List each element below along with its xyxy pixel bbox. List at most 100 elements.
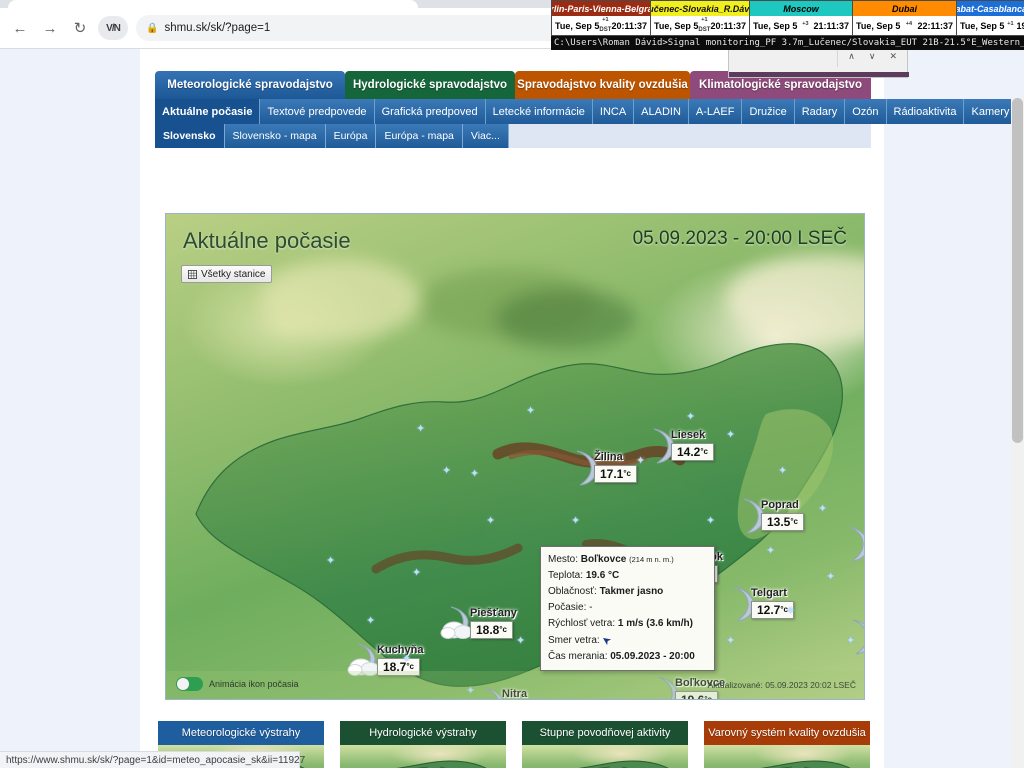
snowflake-icon: ✦	[486, 515, 496, 527]
tooltip-weather-value: -	[589, 602, 593, 613]
nav-level3-filler	[508, 124, 871, 148]
all-stations-button[interactable]: Všetky stanice	[181, 265, 273, 283]
profile-avatar[interactable]: V/N	[98, 16, 128, 40]
browser-tabstrip	[0, 0, 1024, 8]
minimize-icon[interactable]: ∧	[848, 51, 855, 61]
map-footer: Animácia ikon počasia Aktualizované: 05.…	[166, 671, 864, 699]
card-title[interactable]: Varovný systém kvality ovzdušia	[704, 721, 870, 745]
cloud-icon	[440, 603, 480, 643]
tab-kamery[interactable]: Kamery	[964, 99, 1018, 124]
station-temperature: 19.6°c	[675, 691, 719, 699]
station-temperature: 12.7°c	[751, 601, 795, 619]
all-stations-label: Všetky stanice	[201, 268, 266, 280]
snowflake-icon: ✦	[766, 545, 776, 557]
clock-day: Tue, Sep 5	[753, 20, 798, 31]
tooltip-wind-speed-value: 1 m/s (3.6 km/h)	[617, 618, 693, 629]
animation-label: Animácia ikon počasia	[209, 679, 299, 689]
forward-arrow-icon[interactable]: →	[42, 19, 58, 37]
tab-viac[interactable]: Viac...	[462, 124, 509, 148]
page-scrollbar[interactable]	[1011, 98, 1024, 768]
card-thumbnail-map[interactable]	[340, 745, 506, 768]
tooltip-time-label: Čas merania:	[548, 651, 608, 662]
snowflake-icon: ✦	[636, 455, 646, 467]
tab-druzice[interactable]: Družice	[742, 99, 795, 124]
snowflake-icon: ✦	[571, 515, 581, 527]
station-name: Nitra	[502, 688, 528, 700]
tooltip-temp-value: 19.6 °C	[585, 570, 620, 581]
tab-radary[interactable]: Radary	[794, 99, 846, 124]
tab-graficka-predpoved[interactable]: Grafická predpoved	[374, 99, 486, 124]
tab-spravodajstvo-kvality-ovzdusia[interactable]: Spravodajstvo kvality ovzdušia	[515, 71, 690, 99]
tab-letecke-informacie[interactable]: Letecké informácie	[485, 99, 593, 124]
clock-1[interactable]: Lučenec-Slovakia_R.DávidTue, Sep 5+1DST2…	[650, 0, 750, 36]
page-viewport: Meteorologické spravodajstvo Hydrologick…	[0, 49, 1024, 768]
station-temperature: 18.7°c	[377, 658, 421, 676]
tooltip-city-altitude: (214 m n. m.)	[629, 555, 674, 564]
snowflake-icon: ✦	[516, 635, 526, 647]
clock-day: Tue, Sep 5	[960, 20, 1005, 31]
tab-radioaktivita[interactable]: Rádioaktivita	[886, 99, 965, 124]
tooltip-cloud-value: Takmer jasno	[599, 586, 664, 597]
clock-3[interactable]: Dubai Tue, Sep 5 +4 22:11:37	[852, 0, 957, 36]
tooltip-row-measure-time: Čas merania: 05.09.2023 - 20:00	[548, 649, 707, 665]
card-stupne-povodnovej-aktivity[interactable]: Stupne povodňovej aktivity	[522, 721, 688, 768]
site-navigation: Meteorologické spravodajstvo Hydrologick…	[155, 71, 1024, 148]
clock-4[interactable]: Rabat-Casablanca-LondonTue, Sep 5+119:11…	[956, 0, 1024, 36]
card-title[interactable]: Meteorologické výstrahy	[158, 721, 324, 745]
station-name: Telgart	[751, 587, 787, 599]
tab-textove-predpovede[interactable]: Textové predpovede	[260, 99, 375, 124]
tooltip-city-value: Boľkovce	[580, 554, 627, 565]
snowflake-icon: ✦	[366, 615, 376, 627]
tooltip-city-label: Mesto:	[548, 554, 579, 565]
terminal-window[interactable]: C:\Users\Roman Dávid>Signal monitoring_P…	[551, 36, 1024, 50]
card-title[interactable]: Hydrologické výstrahy	[340, 721, 506, 745]
clock-time: 20:11:37	[611, 20, 647, 31]
snowflake-icon: ✦	[826, 571, 836, 583]
thumb-slovakia-icon	[578, 760, 669, 768]
wind-direction-arrow-icon: ➤	[599, 632, 615, 648]
browser-tab-active[interactable]	[8, 0, 418, 8]
tab-slovensko[interactable]: Slovensko	[155, 124, 225, 148]
card-title[interactable]: Stupne povodňovej aktivity	[522, 721, 688, 745]
card-thumbnail-map[interactable]	[522, 745, 688, 768]
station-name: Liesek	[671, 429, 706, 441]
tab-europa[interactable]: Európa	[325, 124, 377, 148]
tooltip-row-weather: Počasie: -	[548, 600, 707, 616]
clock-offset: +1 DST	[698, 17, 711, 33]
world-clock-widget: Berlin-Paris-Vienna-BelgradeTue, Sep 5+1…	[551, 0, 1024, 36]
background-window[interactable]: ∧ ∨ ✕	[728, 50, 909, 78]
tab-aladin[interactable]: ALADIN	[634, 99, 689, 124]
tab-meteorologicke-spravodajstvo[interactable]: Meteorologické spravodajstvo	[155, 71, 345, 99]
clock-time-row: Tue, Sep 5 +4 22:11:37	[853, 16, 956, 35]
station-name: Poprad	[761, 499, 799, 511]
tab-slovensko-mapa[interactable]: Slovensko - mapa	[224, 124, 326, 148]
moon-icon	[731, 495, 771, 535]
clock-day: Tue, Sep 5	[555, 20, 600, 31]
maximize-icon[interactable]: ∨	[868, 51, 876, 61]
clock-offset: +1	[1007, 20, 1014, 27]
clock-2[interactable]: Moscow Tue, Sep 5 +3 21:11:37	[749, 0, 853, 36]
tooltip-row-city: Mesto: Boľkovce (214 m n. m.)	[548, 552, 707, 568]
card-hydrologicke-vystrahy[interactable]: Hydrologické výstrahy	[340, 721, 506, 768]
reload-icon[interactable]: ↻	[73, 20, 87, 37]
tab-hydrologicke-spravodajstvo[interactable]: Hydrologické spravodajstvo	[345, 71, 515, 99]
animation-toggle[interactable]: Animácia ikon počasia	[176, 677, 299, 691]
tab-inca[interactable]: INCA	[592, 99, 635, 124]
clock-0[interactable]: Berlin-Paris-Vienna-BelgradeTue, Sep 5+1…	[551, 0, 651, 36]
weather-map[interactable]: Aktuálne počasie 05.09.2023 - 20:00 LSEČ…	[165, 213, 865, 700]
tab-a-laef[interactable]: A-LAEF	[688, 99, 743, 124]
tab-ozon[interactable]: Ozón	[845, 99, 887, 124]
card-thumbnail-map[interactable]	[704, 745, 870, 768]
clock-offset: +4	[905, 20, 913, 27]
animation-switch[interactable]	[176, 677, 203, 691]
back-arrow-icon[interactable]: ←	[12, 19, 28, 37]
scrollbar-thumb[interactable]	[1012, 98, 1023, 443]
close-icon[interactable]: ✕	[889, 51, 897, 61]
tab-aktualne-pocasie[interactable]: Aktuálne počasie	[155, 99, 261, 124]
tooltip-weather-label: Počasie:	[548, 602, 587, 613]
tooltip-wind-dir-label: Smer vetra:	[548, 635, 600, 646]
card-varovny-system-kvality-ovzdusia[interactable]: Varovný systém kvality ovzdušia	[704, 721, 870, 768]
nav-level1: Meteorologické spravodajstvo Hydrologick…	[155, 71, 871, 99]
moon-icon	[641, 425, 681, 465]
tab-europa-mapa[interactable]: Európa - mapa	[376, 124, 463, 148]
